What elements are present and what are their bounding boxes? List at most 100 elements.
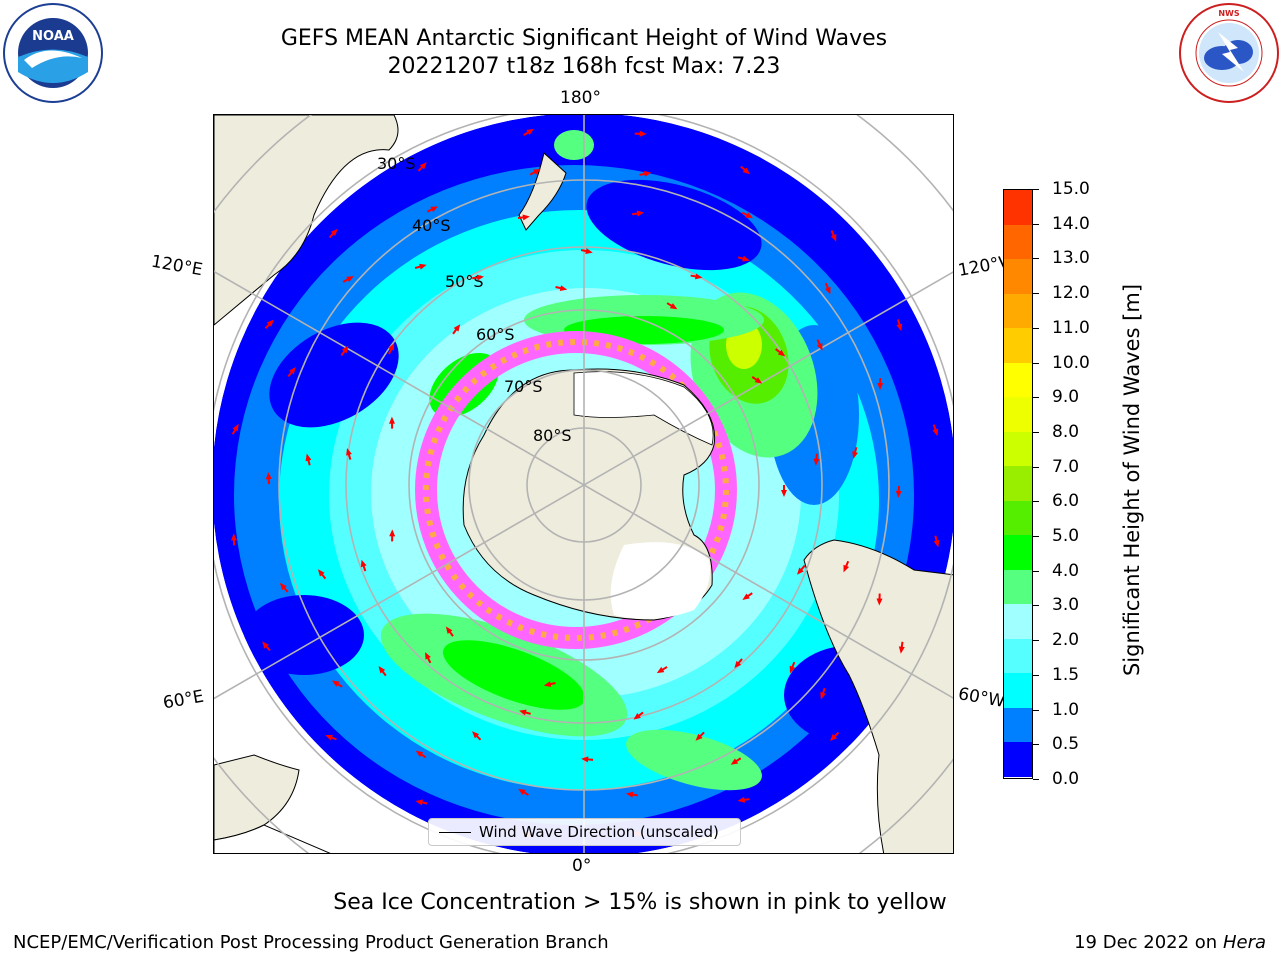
wind-wave-arrowhead <box>389 416 396 424</box>
wind-wave-arrowhead <box>742 167 750 175</box>
colorbar-tick-label: 11.0 <box>1052 317 1090 338</box>
wind-wave-arrows <box>230 128 940 838</box>
wind-wave-arrowhead <box>265 472 272 480</box>
colorbar-tick <box>1033 258 1039 260</box>
wind-wave-arrowhead <box>445 626 453 634</box>
wind-wave-arrowhead <box>745 212 753 219</box>
colorbar-tick-label: 8.0 <box>1052 421 1080 442</box>
colorbar-segment <box>1004 569 1032 605</box>
south-america-land <box>803 539 953 853</box>
polar-map: 30°S 40°S 50°S 60°S 70°S 80°S <box>214 115 953 853</box>
wind-wave-arrowhead <box>341 345 349 354</box>
wind-wave-arrowhead <box>346 276 354 283</box>
wind-wave-arrowhead <box>820 691 826 700</box>
colorbar-tick-label: 2.0 <box>1052 630 1080 651</box>
colorbar-tick <box>1033 362 1039 364</box>
colorbar-tick <box>1033 327 1039 329</box>
wind-wave-arrowhead <box>543 681 552 687</box>
colorbar-segment <box>1004 500 1032 536</box>
wind-wave-arrowhead <box>742 593 750 600</box>
wind-wave-arrowhead <box>625 791 634 798</box>
colorbar-segment <box>1004 259 1032 294</box>
wind-wave-arrowhead <box>476 274 485 281</box>
graticule <box>214 115 953 853</box>
lat-label-60s: 60°S <box>476 325 515 344</box>
colorbar-tick <box>1033 223 1039 225</box>
wind-wave-arrowhead <box>526 128 534 136</box>
wind-wave-arrowhead <box>636 210 645 217</box>
noaa-logo: NOAA <box>2 2 104 104</box>
wind-wave-arrowhead <box>419 263 427 270</box>
wind-wave-arrowhead <box>279 582 287 591</box>
wind-wave-arrowhead <box>559 285 568 292</box>
colorbar-tick <box>1033 744 1039 746</box>
colorbar-tick-label: 1.0 <box>1052 699 1080 720</box>
wind-wave-arrowhead <box>305 453 312 462</box>
wind-wave-arrowhead <box>232 423 239 432</box>
colorbar <box>1003 189 1033 779</box>
lon-label-120e: 120°E <box>149 251 205 281</box>
nws-logo: NWS <box>1178 2 1280 104</box>
lat-label-70s: 70°S <box>504 377 543 396</box>
wind-wave-arrowhead <box>585 248 593 255</box>
wind-wave-arrowhead <box>933 539 940 548</box>
wind-wave-arrowhead <box>639 130 647 137</box>
australia-land <box>214 115 399 326</box>
wind-wave-arrowhead <box>360 559 367 568</box>
africa-land <box>214 754 300 841</box>
wind-wave-arrowhead <box>843 564 850 573</box>
wind-wave-arrowhead <box>415 799 423 806</box>
chart-title: GEFS MEAN Antarctic Significant Height o… <box>280 26 888 51</box>
colorbar-tick <box>1033 709 1039 711</box>
colorbar-tick <box>1033 674 1039 676</box>
colorbar-segment <box>1004 707 1032 743</box>
colorbar-tick-label: 0.5 <box>1052 734 1080 755</box>
noaa-logo-text: NOAA <box>32 29 74 44</box>
colorbar-tick <box>1033 779 1039 780</box>
footer-date-text: 19 Dec 2022 on <box>1074 932 1218 953</box>
sea-ice-note: Sea Ice Concentration > 15% is shown in … <box>333 890 947 915</box>
wind-wave-arrowhead <box>754 377 763 384</box>
wind-wave-arrowhead <box>262 641 269 649</box>
colorbar-tick-label: 6.0 <box>1052 491 1080 512</box>
wind-wave-arrowhead <box>472 731 480 739</box>
lat-label-40s: 40°S <box>412 216 451 235</box>
wind-wave-arrowhead <box>895 490 902 498</box>
colorbar-tick <box>1033 536 1039 538</box>
wind-wave-arrowhead <box>518 788 526 796</box>
colorbar-segment <box>1004 535 1032 570</box>
wind-wave-arrowhead <box>734 660 742 669</box>
colorbar-tick-label: 4.0 <box>1052 560 1080 581</box>
lon-label-60w: 60°W <box>956 684 1007 712</box>
colorbar-tick-label: 10.0 <box>1052 352 1090 373</box>
wind-wave-arrowhead <box>829 733 838 742</box>
colorbar-tick-label: 0.0 <box>1052 769 1080 789</box>
colorbar-tick <box>1033 605 1039 607</box>
map-legend: Wind Wave Direction (unscaled) <box>428 818 741 846</box>
colorbar-tick-label: 14.0 <box>1052 213 1090 234</box>
legend-line-symbol <box>439 832 471 833</box>
colorbar-label: Significant Height of Wind Waves [m] <box>1120 283 1144 677</box>
wind-wave-arrowhead <box>877 383 884 391</box>
colorbar-segment <box>1004 431 1032 467</box>
footer-host: Hera <box>1222 932 1266 953</box>
wind-wave-arrowhead <box>789 665 796 674</box>
wind-wave-arrowhead <box>378 666 386 674</box>
wind-wave-arrowhead <box>415 750 424 758</box>
colorbar-tick-label: 3.0 <box>1052 595 1080 616</box>
colorbar-tick-label: 12.0 <box>1052 283 1090 304</box>
wind-wave-arrowhead <box>816 343 823 351</box>
wind-wave-arrowhead <box>419 162 427 170</box>
colorbar-tick <box>1033 293 1039 295</box>
colorbar-tick <box>1033 189 1039 190</box>
colorbar-tick-label: 13.0 <box>1052 248 1090 269</box>
colorbar-segment <box>1004 466 1032 501</box>
wind-wave-arrowhead <box>813 458 820 466</box>
wind-wave-arrowhead <box>777 349 786 357</box>
wind-wave-arrowhead <box>896 323 903 332</box>
colorbar-segment <box>1004 190 1032 225</box>
wind-wave-arrowhead <box>453 324 461 332</box>
wind-wave-arrowhead <box>230 533 237 541</box>
wind-wave-arrowhead <box>346 448 352 456</box>
colorbar-segment <box>1004 742 1032 777</box>
